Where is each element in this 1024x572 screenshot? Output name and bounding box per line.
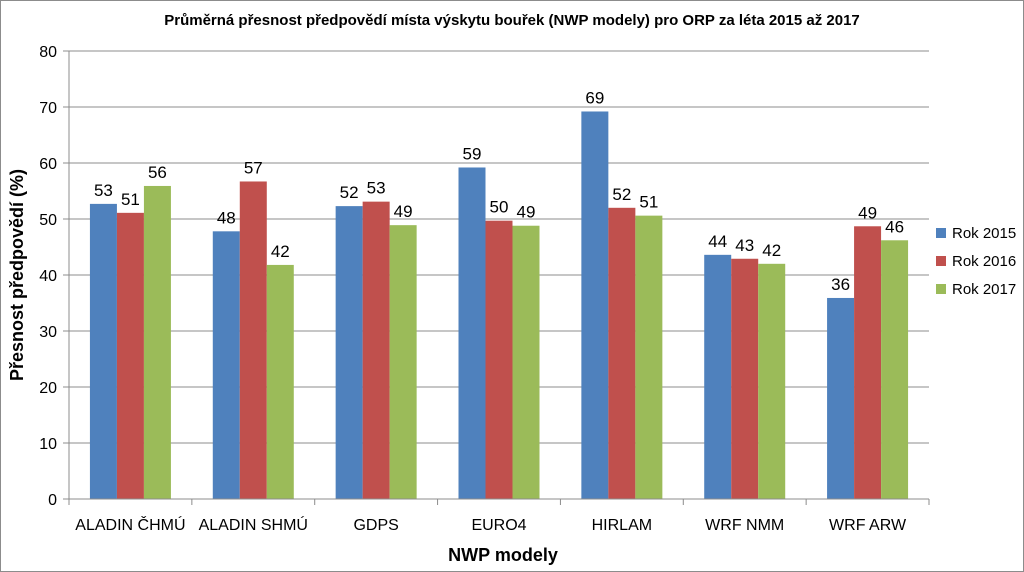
data-label: 49 <box>517 203 536 222</box>
bar <box>89 203 117 499</box>
bar <box>143 185 171 499</box>
bar <box>635 215 663 499</box>
data-label: 42 <box>271 242 290 261</box>
bar <box>827 297 855 499</box>
y-tick-label: 40 <box>39 268 57 285</box>
data-label: 59 <box>463 144 482 163</box>
data-label: 42 <box>762 241 781 260</box>
legend-swatch <box>936 256 946 266</box>
x-tick-label: EURO4 <box>471 517 526 534</box>
data-label: 49 <box>858 203 877 222</box>
data-label: 56 <box>148 163 167 182</box>
data-label: 52 <box>612 185 631 204</box>
bar <box>608 207 636 500</box>
y-tick-label: 0 <box>48 492 57 509</box>
bar <box>239 181 267 500</box>
legend-label: Rok 2017 <box>952 281 1016 298</box>
data-label: 49 <box>394 202 413 221</box>
x-axis-title: NWP modely <box>448 545 558 565</box>
x-tick-label: GDPS <box>353 517 398 534</box>
data-label: 43 <box>735 236 754 255</box>
bar <box>854 226 882 499</box>
y-tick-label: 70 <box>39 100 57 117</box>
bar <box>512 225 540 499</box>
data-label: 51 <box>121 190 140 209</box>
bar <box>389 225 417 499</box>
data-label: 46 <box>885 217 904 236</box>
legend-swatch <box>936 284 946 294</box>
x-tick-label: HIRLAM <box>592 517 652 534</box>
bar <box>704 254 732 499</box>
data-label: 51 <box>639 193 658 212</box>
legend-swatch <box>936 228 946 238</box>
y-tick-label: 10 <box>39 436 57 453</box>
y-tick-label: 60 <box>39 156 57 173</box>
bars <box>89 111 909 500</box>
bar <box>116 212 144 499</box>
x-tick-label: ALADIN ČHMÚ <box>75 515 185 534</box>
data-label: 53 <box>94 181 113 200</box>
y-tick-label: 30 <box>39 324 57 341</box>
x-tick-label: ALADIN SHMÚ <box>199 515 308 534</box>
y-tick-label: 80 <box>39 44 57 61</box>
bar <box>881 240 909 499</box>
chart-title: Průměrná přesnost předpovědí místa výsky… <box>164 12 860 29</box>
bar <box>758 263 786 499</box>
data-label: 52 <box>340 183 359 202</box>
bar <box>731 258 759 499</box>
y-tick-label: 50 <box>39 212 57 229</box>
bar <box>335 206 363 499</box>
legend-label: Rok 2016 <box>952 253 1016 270</box>
y-axis-title: Přesnost předpovědí (%) <box>7 169 27 381</box>
data-labels: 53 51 56 48 57 42 52 53 49 59 50 49 69 52 51 44 43 42 36 49… <box>94 88 904 293</box>
bar <box>458 167 486 500</box>
x-tick-label: WRF ARW <box>829 517 907 534</box>
bar <box>485 220 513 499</box>
axes: 0 10 20 30 40 50 60 70 80 ALADIN ČHMÚ ALADIN SHMÚ G… <box>39 44 930 534</box>
data-label: 44 <box>708 232 727 251</box>
y-tick-label: 20 <box>39 380 57 397</box>
data-label: 50 <box>490 198 509 217</box>
data-label: 48 <box>217 208 236 227</box>
legend-label: Rok 2015 <box>952 225 1016 242</box>
bar <box>266 264 294 499</box>
legend: Rok 2015 Rok 2016 Rok 2017 <box>936 225 1016 298</box>
data-label: 57 <box>244 158 263 177</box>
data-label: 36 <box>831 275 850 294</box>
bar <box>212 231 240 499</box>
x-tick-label: WRF NMM <box>705 517 784 534</box>
data-label: 69 <box>585 88 604 107</box>
bar <box>362 201 390 499</box>
data-label: 53 <box>367 179 386 198</box>
bar <box>581 111 609 499</box>
